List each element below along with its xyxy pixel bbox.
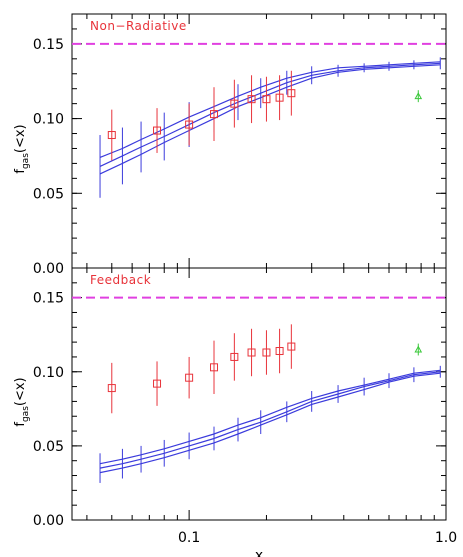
- y-axis-label: fgas(<x): [13, 124, 31, 173]
- observed-square-marker: [107, 384, 116, 393]
- model-line-mid: [99, 62, 441, 167]
- panel-label: Non−Radiative: [90, 19, 187, 33]
- panel-feedback: 0.00 0.05 0.10 0.15 Feedback fgas(<x): [13, 267, 447, 529]
- panel-label: Feedback: [90, 273, 151, 287]
- y-label-main: f: [13, 422, 28, 427]
- observed-square-marker: [287, 342, 296, 351]
- observed-square-marker: [185, 120, 194, 129]
- observed-square-marker: [262, 95, 271, 104]
- triangle-marker: [414, 345, 423, 353]
- model-line-lower: [99, 64, 441, 175]
- x-axis: 0.1 1.0 x: [178, 530, 457, 557]
- observed-square-marker: [230, 99, 239, 108]
- x-tick-label: 0.1: [178, 530, 200, 546]
- observed-square-marker: [247, 348, 256, 357]
- observed-square-marker: [262, 348, 271, 357]
- y-label-main: f: [13, 169, 28, 174]
- y-tick-label: 0.10: [33, 112, 64, 128]
- observed-square-marker: [287, 89, 296, 98]
- observed-square-marker: [107, 131, 116, 140]
- y-axis-label: fgas(<x): [13, 377, 31, 426]
- observed-square-marker: [185, 373, 194, 382]
- y-tick-label: 0.10: [33, 365, 64, 381]
- y-label-sub: gas: [21, 406, 31, 422]
- plot-frame: [71, 267, 447, 521]
- x-axis-label: x: [255, 548, 263, 557]
- observed-square-marker: [247, 95, 256, 104]
- x-tick-label: 1.0: [435, 530, 457, 546]
- observed-square-marker: [210, 363, 219, 372]
- triangle-marker: [414, 92, 423, 100]
- model-line-lower: [99, 372, 441, 474]
- observed-square-marker: [275, 347, 284, 356]
- observed-square-marker: [153, 379, 162, 388]
- observed-square-marker: [230, 352, 239, 361]
- y-tick-label: 0.05: [33, 439, 64, 455]
- plot-frame: [71, 13, 447, 269]
- y-label-sub: gas: [21, 153, 31, 169]
- y-label-tail: (<x): [13, 377, 28, 406]
- observed-square-marker: [275, 93, 284, 102]
- y-tick-label: 0.05: [33, 186, 64, 202]
- panel-non-radiative: 0.00 0.05 0.10 0.15 Non−Radiative fgas(<x): [13, 13, 447, 277]
- observed-square-marker: [210, 110, 219, 119]
- y-label-tail: (<x): [13, 124, 28, 153]
- observed-square-marker: [153, 126, 162, 135]
- y-tick-label: 0.15: [33, 291, 64, 307]
- y-tick-label: 0.00: [33, 513, 64, 529]
- y-tick-label: 0.00: [33, 261, 64, 277]
- y-tick-label: 0.15: [33, 37, 64, 53]
